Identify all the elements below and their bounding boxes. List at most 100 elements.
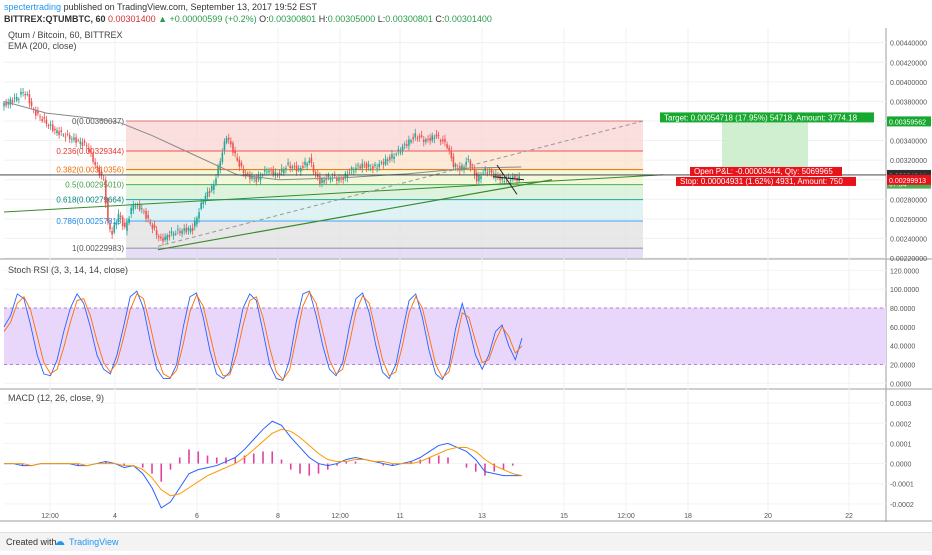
time-tick-label: 18 xyxy=(684,513,692,520)
tradingview-brand[interactable]: TradingView xyxy=(69,537,119,547)
candle-body xyxy=(261,175,264,176)
low-value: 0.00300801 xyxy=(385,14,433,24)
candle-body xyxy=(221,152,224,162)
candle-body xyxy=(357,165,359,167)
target-label-box xyxy=(660,112,874,123)
candle-body xyxy=(514,175,516,178)
macd-tick-label: 0.0000 xyxy=(890,462,912,469)
candle-body xyxy=(346,174,349,178)
candle-body xyxy=(348,172,351,174)
candle-body xyxy=(191,227,194,231)
candle-body xyxy=(488,171,491,173)
candle-body xyxy=(28,94,31,104)
price-tag-box xyxy=(887,116,931,127)
author-link[interactable]: spectertrading xyxy=(4,2,62,12)
candle-body xyxy=(196,217,198,225)
candle-body xyxy=(7,102,10,105)
candle-body xyxy=(431,135,434,141)
fib-level-label: 0.5(0.00295010) xyxy=(65,181,124,190)
candle-body xyxy=(391,154,393,159)
candle-body xyxy=(444,139,446,142)
candle-body xyxy=(342,177,344,180)
candle-body xyxy=(37,110,39,114)
fib-base-band xyxy=(126,248,643,258)
candle-body xyxy=(75,137,77,143)
candle-body xyxy=(300,167,302,172)
candle-body xyxy=(399,151,402,153)
candle-body xyxy=(501,177,503,180)
candle-body xyxy=(308,160,311,163)
fib-zone xyxy=(126,169,643,185)
stoch-d-line xyxy=(3,291,523,381)
candle-body xyxy=(425,139,427,142)
candle-body xyxy=(134,206,137,208)
fib-level-label: 0.786(0.00257815) xyxy=(56,217,124,226)
candle-body xyxy=(3,102,5,107)
ema-legend: EMA (200, close) xyxy=(8,41,77,51)
candle-body xyxy=(51,124,54,131)
candle-body xyxy=(480,176,482,179)
candle-body xyxy=(45,119,48,124)
candle-body xyxy=(454,164,457,167)
candle-body xyxy=(60,130,63,132)
candle-body xyxy=(397,149,400,152)
close-label: C: xyxy=(435,14,445,24)
candle-body xyxy=(5,102,7,106)
candle-body xyxy=(236,157,238,161)
candle-body xyxy=(376,167,378,169)
candle-body xyxy=(503,181,506,182)
candle-body xyxy=(20,91,22,95)
candle-body xyxy=(153,224,156,228)
last-price: 0.00301400 xyxy=(108,14,156,24)
time-tick-label: 12:00 xyxy=(331,513,349,520)
stoch-tick-label: 60.0000 xyxy=(890,325,915,332)
candle-body xyxy=(465,161,467,166)
candle-body xyxy=(35,110,37,116)
candle-body xyxy=(439,140,442,142)
candle-body xyxy=(435,134,438,137)
high-label: H: xyxy=(318,14,328,24)
candle-body xyxy=(344,173,347,179)
candle-body xyxy=(98,167,101,176)
candle-body xyxy=(380,161,383,163)
candle-body xyxy=(115,222,118,225)
candle-body xyxy=(43,117,46,119)
time-tick-label: 12:00 xyxy=(617,513,635,520)
fib-level-label: 0(0.00360037) xyxy=(72,117,124,126)
fib-level-label: 0.618(0.00279664) xyxy=(56,196,124,205)
candle-body xyxy=(486,172,489,174)
candle-body xyxy=(219,161,222,170)
time-tick-label: 8 xyxy=(276,513,280,520)
candle-body xyxy=(369,168,372,170)
price-tag: 07:54 xyxy=(889,182,907,189)
stoch-pane-title: Stoch RSI (3, 3, 14, 14, close) xyxy=(8,265,129,275)
candle-body xyxy=(145,210,147,219)
candle-body xyxy=(283,169,285,174)
open-value: 0.00300801 xyxy=(268,14,317,24)
candle-body xyxy=(319,175,321,185)
candle-body xyxy=(359,166,361,169)
candle-body xyxy=(189,228,192,232)
target-label: Target: 0.00054718 (17.95%) 54718, Amoun… xyxy=(664,113,858,122)
candle-body xyxy=(54,128,56,131)
candle-body xyxy=(414,133,417,138)
candle-body xyxy=(49,124,52,126)
candle-body xyxy=(230,141,232,145)
time-tick-label: 11 xyxy=(396,513,403,520)
candle-body xyxy=(327,175,330,178)
candle-body xyxy=(174,233,177,235)
signal-line xyxy=(4,428,523,497)
candle-body xyxy=(66,134,69,135)
candle-body xyxy=(495,173,497,178)
candle-body xyxy=(22,92,24,94)
fib-level-label: 1(0.00229983) xyxy=(72,244,124,253)
candle-body xyxy=(107,199,109,222)
candle-body xyxy=(266,171,268,173)
candle-body xyxy=(149,222,152,224)
candle-body xyxy=(157,236,160,238)
price-tick-label: 0.00320000 xyxy=(890,158,927,165)
candle-body xyxy=(210,185,213,191)
candle-body xyxy=(143,210,145,212)
candle-body xyxy=(469,160,472,168)
